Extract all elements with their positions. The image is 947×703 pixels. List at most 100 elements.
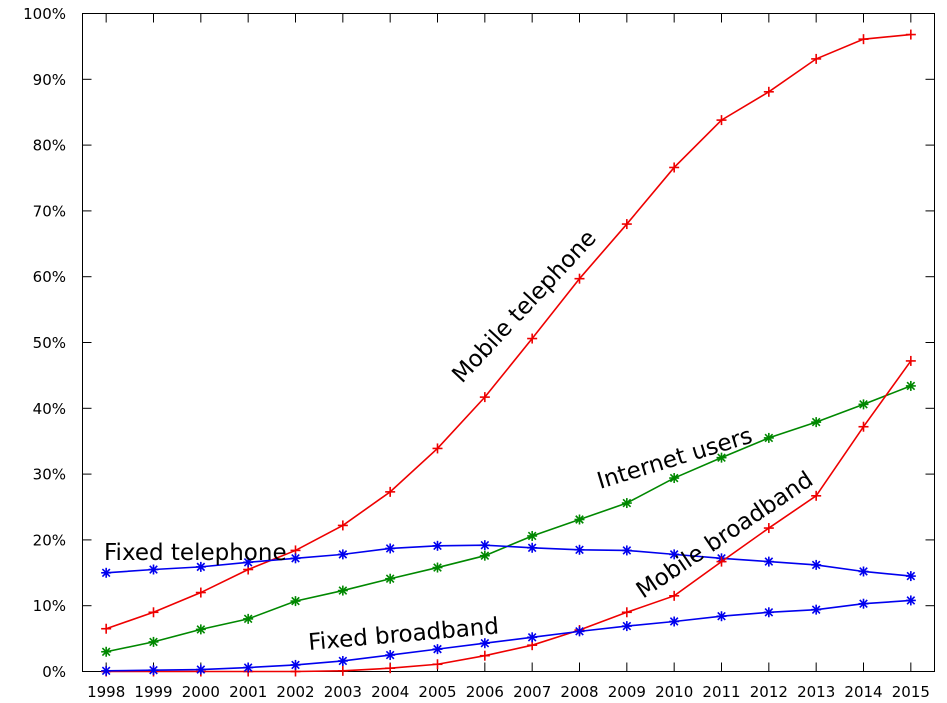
data-point bbox=[621, 545, 632, 556]
series-label-fixed-broadband: Fixed broadband bbox=[307, 613, 500, 656]
y-tick-label: 30% bbox=[33, 466, 66, 484]
x-tick-label: 2011 bbox=[702, 683, 740, 701]
data-point bbox=[527, 530, 538, 541]
y-tick-label: 80% bbox=[33, 137, 66, 155]
data-point bbox=[811, 53, 822, 64]
data-point bbox=[574, 514, 585, 525]
data-point bbox=[621, 498, 632, 509]
data-point bbox=[905, 595, 916, 606]
data-point bbox=[337, 520, 348, 531]
data-point bbox=[669, 162, 680, 173]
data-point bbox=[432, 644, 443, 655]
data-point bbox=[858, 421, 869, 432]
data-point bbox=[574, 273, 585, 284]
data-point bbox=[243, 662, 254, 673]
x-tick-label: 2012 bbox=[750, 683, 788, 701]
data-point bbox=[337, 655, 348, 666]
series-line-mobile-telephone bbox=[105, 33, 911, 630]
data-point bbox=[148, 607, 159, 618]
series-layer bbox=[101, 29, 916, 677]
data-point bbox=[905, 29, 916, 40]
series-label-fixed-telephone: Fixed telephone bbox=[104, 540, 287, 566]
data-point bbox=[337, 549, 348, 560]
data-point bbox=[669, 590, 680, 601]
x-tick-label: 2002 bbox=[276, 683, 314, 701]
data-point bbox=[858, 34, 869, 45]
data-point bbox=[905, 571, 916, 582]
data-point bbox=[858, 598, 869, 609]
data-point bbox=[101, 623, 112, 634]
y-tick-label: 60% bbox=[33, 268, 66, 286]
data-point bbox=[337, 665, 348, 676]
data-point bbox=[621, 621, 632, 632]
y-tick-label: 0% bbox=[42, 663, 66, 681]
data-point bbox=[195, 664, 206, 675]
data-point bbox=[763, 607, 774, 618]
x-tick-label: 1998 bbox=[87, 683, 125, 701]
data-point bbox=[669, 473, 680, 484]
data-point bbox=[479, 638, 490, 649]
data-point bbox=[385, 573, 396, 584]
data-point bbox=[905, 355, 916, 366]
data-point bbox=[195, 624, 206, 635]
y-tick-label: 90% bbox=[33, 71, 66, 89]
data-point bbox=[432, 443, 443, 454]
data-point bbox=[858, 399, 869, 410]
data-point bbox=[905, 380, 916, 391]
x-tick-label: 2009 bbox=[608, 683, 646, 701]
y-tick-label: 40% bbox=[33, 400, 66, 418]
data-point bbox=[337, 585, 348, 596]
series-fixed-telephone bbox=[101, 540, 916, 582]
data-point bbox=[621, 607, 632, 618]
y-axis: 0% 10% 20% 30% 40% 50% 60% 70% 80% 90% 100% bbox=[23, 5, 935, 681]
x-tick-label: 2004 bbox=[371, 683, 409, 701]
series-line-mobile-broadband bbox=[106, 360, 912, 673]
data-point bbox=[763, 556, 774, 567]
data-point bbox=[290, 659, 301, 670]
data-point bbox=[479, 540, 490, 551]
data-point bbox=[574, 544, 585, 555]
x-tick-label: 2013 bbox=[797, 683, 835, 701]
data-point bbox=[763, 432, 774, 443]
y-tick-label: 10% bbox=[33, 597, 66, 615]
data-point bbox=[527, 632, 538, 643]
x-tick-label: 2003 bbox=[324, 683, 362, 701]
data-point bbox=[669, 549, 680, 560]
data-point bbox=[527, 542, 538, 553]
data-point bbox=[101, 567, 112, 578]
x-tick-label: 2001 bbox=[229, 683, 267, 701]
y-tick-label: 70% bbox=[33, 202, 66, 220]
series-label-internet-users: Internet users bbox=[594, 423, 755, 495]
x-tick-label: 2000 bbox=[182, 683, 220, 701]
data-point bbox=[101, 646, 112, 657]
data-point bbox=[432, 562, 443, 573]
data-point bbox=[290, 553, 301, 564]
x-tick-label: 2006 bbox=[466, 683, 504, 701]
x-tick-label: 1999 bbox=[134, 683, 172, 701]
y-tick-label: 100% bbox=[23, 5, 66, 23]
series-mobile-broadband bbox=[101, 355, 916, 677]
data-point bbox=[195, 561, 206, 572]
data-point bbox=[479, 392, 490, 403]
x-tick-label: 2015 bbox=[892, 683, 930, 701]
y-tick-label: 50% bbox=[33, 334, 66, 352]
data-point bbox=[858, 566, 869, 577]
data-point bbox=[811, 604, 822, 615]
data-point bbox=[432, 540, 443, 551]
x-tick-label: 2014 bbox=[844, 683, 882, 701]
data-point bbox=[811, 490, 822, 501]
x-tick-label: 2005 bbox=[418, 683, 456, 701]
x-tick-label: 2010 bbox=[655, 683, 693, 701]
data-point bbox=[621, 219, 632, 230]
data-point bbox=[811, 417, 822, 428]
series-internet-users bbox=[101, 380, 916, 657]
data-point bbox=[574, 626, 585, 637]
data-point bbox=[716, 452, 727, 463]
data-point bbox=[432, 659, 443, 670]
data-point bbox=[716, 556, 727, 567]
data-point bbox=[763, 86, 774, 97]
data-point bbox=[148, 564, 159, 575]
series-line-fixed-telephone bbox=[106, 544, 911, 577]
data-point bbox=[148, 665, 159, 676]
